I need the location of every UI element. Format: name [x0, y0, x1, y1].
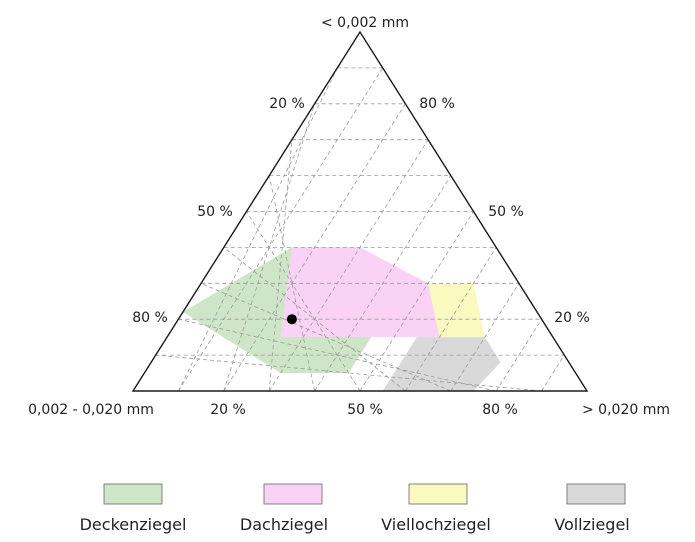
- grid-line: [450, 283, 520, 392]
- legend-label: Viellochziegel: [381, 515, 491, 534]
- grid-line: [268, 139, 429, 392]
- tick-bottom-20: 20 %: [210, 402, 246, 418]
- grid-lines: [155, 67, 565, 392]
- legend-item-viellochziegel: Viellochziegel: [381, 483, 491, 534]
- tick-right-20: 20 %: [554, 310, 590, 326]
- grid-line: [359, 211, 474, 392]
- legend-item-vollziegel: Vollziegel: [554, 483, 630, 534]
- legend-item-deckenziegel: Deckenziegel: [80, 483, 187, 534]
- tick-left-50: 50 %: [197, 204, 233, 220]
- tick-right-80: 80 %: [419, 96, 455, 112]
- region-viellochziegel: [428, 283, 485, 338]
- regions-layer: [182, 247, 501, 391]
- region-vollziegel: [382, 337, 501, 391]
- tick-bottom-80: 80 %: [482, 402, 518, 418]
- tick-bottom-50: 50 %: [347, 402, 383, 418]
- corner-label-top: < 0,002 mm: [321, 15, 409, 31]
- triangle-frame: [131, 30, 589, 392]
- legend-swatch: [103, 483, 163, 505]
- legend-label: Deckenziegel: [80, 515, 187, 534]
- region-dachziegel: [280, 247, 463, 338]
- tick-right-50: 50 %: [488, 204, 524, 220]
- grid-line: [405, 247, 497, 392]
- grid-line: [223, 247, 406, 392]
- tick-left-20: 20 %: [269, 96, 305, 112]
- legend-swatch: [263, 483, 323, 505]
- legend-label: Dachziegel: [240, 515, 328, 534]
- sample-point: [286, 314, 297, 325]
- legend-swatch: [408, 483, 468, 505]
- legend-label: Vollziegel: [554, 515, 630, 534]
- grid-line: [178, 67, 384, 392]
- grid-line: [178, 318, 497, 392]
- grid-line: [200, 282, 451, 392]
- corner-label-left: 0,002 - 0,020 mm: [28, 402, 154, 418]
- grid-line: [541, 354, 565, 392]
- grid-line: [246, 211, 361, 392]
- grid-line: [155, 354, 542, 392]
- grid-line: [223, 103, 406, 392]
- legend: Deckenziegel Dachziegel Viellochziegel V…: [80, 483, 630, 534]
- tick-left-80: 80 %: [132, 310, 168, 326]
- legend-item-dachziegel: Dachziegel: [240, 483, 328, 534]
- grid-line: [495, 318, 542, 392]
- corner-label-right: > 0,020 mm: [582, 402, 670, 418]
- legend-swatch: [566, 483, 626, 505]
